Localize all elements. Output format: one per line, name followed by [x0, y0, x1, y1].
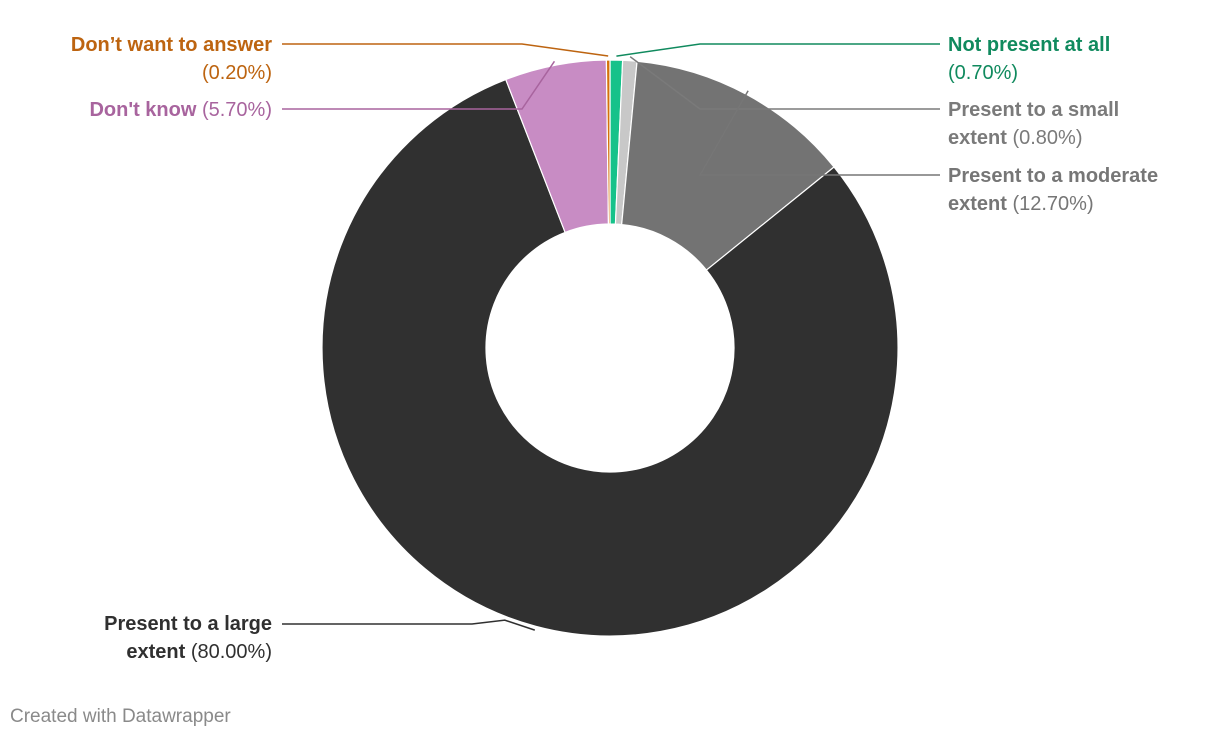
label-name-line1: Present to a small	[948, 99, 1120, 121]
label-not-present-at-all: Not present at all (0.70%)	[948, 31, 1110, 87]
leader-lines	[282, 43, 940, 631]
donut-slice-present-to-a-large	[321, 78, 899, 637]
label-present-moderate-extent: Present to a moderate extent (12.70%)	[948, 162, 1158, 218]
label-value: (0.20%)	[201, 62, 272, 84]
leader-line-present-to-a-small	[629, 56, 940, 110]
leader-line-present-to-a-large	[282, 619, 536, 631]
leader-line-don-t-know	[282, 60, 556, 110]
label-value: (12.70%)	[1012, 193, 1094, 215]
label-name-line2: extent	[126, 641, 186, 663]
label-value: (80.00%)	[190, 641, 272, 663]
label-name: Don't know	[89, 99, 197, 121]
label-value: (0.80%)	[1012, 127, 1083, 149]
label-value: (0.70%)	[948, 62, 1019, 84]
label-dont-want-to-answer: Don’t want to answer (0.20%)	[71, 31, 272, 87]
leader-line-not-present-at-all	[616, 43, 940, 57]
label-name-line2: extent	[948, 193, 1007, 215]
donut-slice-present-to-a-moderate	[621, 60, 835, 271]
label-name-line1: Present to a moderate	[948, 165, 1159, 187]
label-present-large-extent: Present to a large extent (80.00%)	[104, 610, 272, 666]
leader-line-present-to-a-moderate	[698, 90, 940, 176]
label-name: Not present at all	[948, 34, 1111, 56]
donut-slices	[321, 59, 899, 637]
donut-slice-don-t-want-to-answer	[605, 59, 611, 225]
label-name-line2: extent	[948, 127, 1007, 149]
datawrapper-credit: Created with Datawrapper	[10, 706, 231, 727]
leader-line-don-t-want-to-answer	[282, 43, 609, 57]
label-value: (5.70%)	[201, 99, 272, 121]
label-dont-know: Don't know (5.70%)	[89, 96, 272, 124]
label-name-line1: Present to a large	[104, 613, 272, 635]
label-present-small-extent: Present to a small extent (0.80%)	[948, 96, 1119, 152]
label-name: Don’t want to answer	[70, 34, 272, 56]
